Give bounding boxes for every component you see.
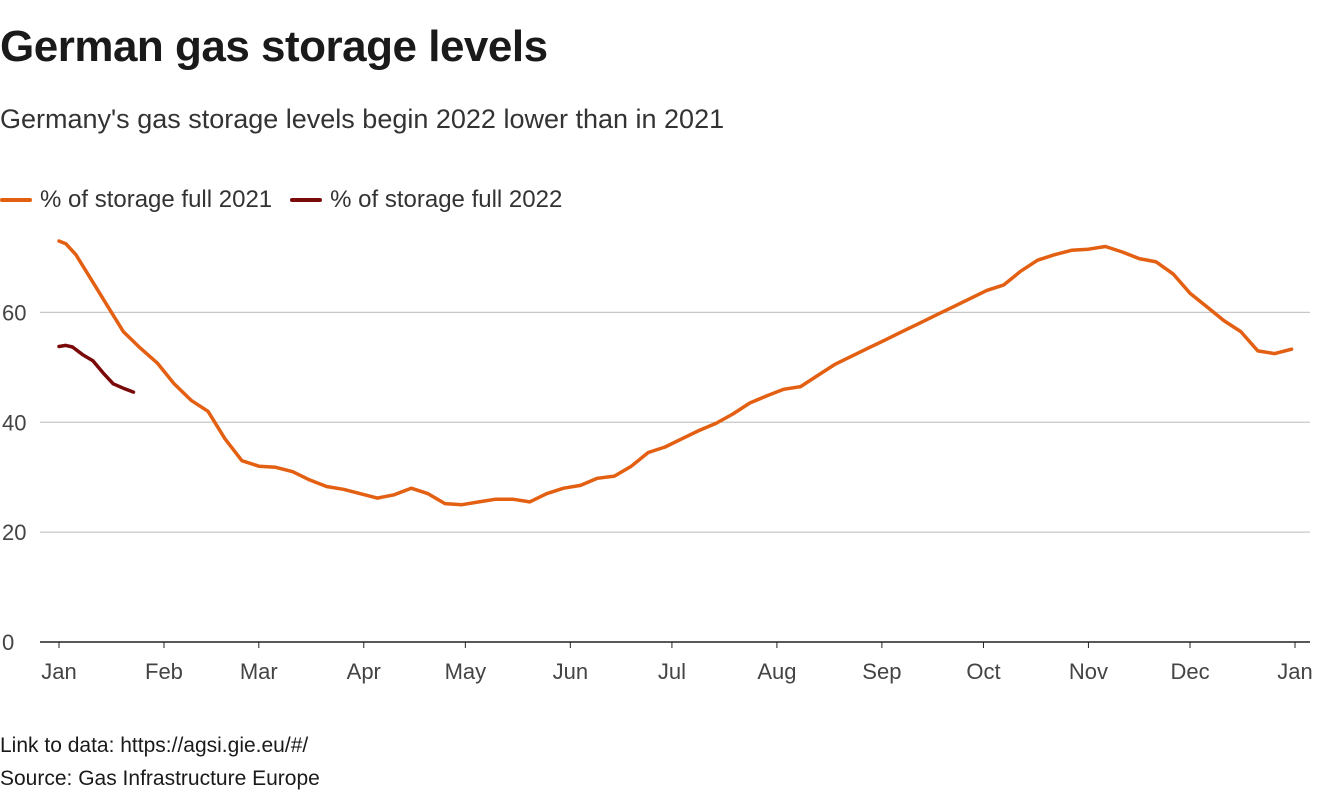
x-tick-label: Jun (553, 659, 588, 684)
series-line-2021 (57, 239, 1294, 507)
x-tick-label: Oct (966, 659, 1000, 684)
legend-swatch-2021 (0, 198, 32, 202)
x-tick-label: May (445, 659, 487, 684)
legend-item-2021: % of storage full 2021 (0, 186, 272, 214)
chart-title: German gas storage levels (0, 22, 548, 71)
x-tick-label: Jul (658, 659, 686, 684)
x-tick-label: Sep (862, 659, 901, 684)
x-tick-label: Aug (757, 659, 796, 684)
series-line-2022 (57, 343, 136, 394)
legend-item-2022: % of storage full 2022 (290, 186, 562, 214)
legend-label-2021: % of storage full 2021 (40, 186, 273, 213)
x-tick-label: Jan (1277, 659, 1312, 684)
data-link-note: Link to data: https://agsi.gie.eu/#/ (0, 734, 309, 757)
y-tick-label: 20 (2, 520, 26, 545)
y-tick-label: 0 (2, 630, 14, 655)
y-tick-label: 40 (2, 410, 26, 435)
x-tick-label: Nov (1069, 659, 1108, 684)
legend-swatch-2022 (290, 198, 323, 202)
source-note: Source: Gas Infrastructure Europe (0, 767, 320, 790)
y-tick-label: 60 (2, 300, 26, 325)
x-tick-label: Jan (41, 659, 76, 684)
legend-label-2022: % of storage full 2022 (330, 186, 563, 213)
x-tick-label: Apr (347, 659, 381, 684)
x-tick-label: Mar (240, 659, 278, 684)
x-tick-label: Feb (145, 659, 183, 684)
legend: % of storage full 2021 % of storage full… (0, 186, 580, 214)
chart-subtitle: Germany's gas storage levels begin 2022 … (0, 104, 725, 134)
x-tick-label: Dec (1170, 659, 1209, 684)
